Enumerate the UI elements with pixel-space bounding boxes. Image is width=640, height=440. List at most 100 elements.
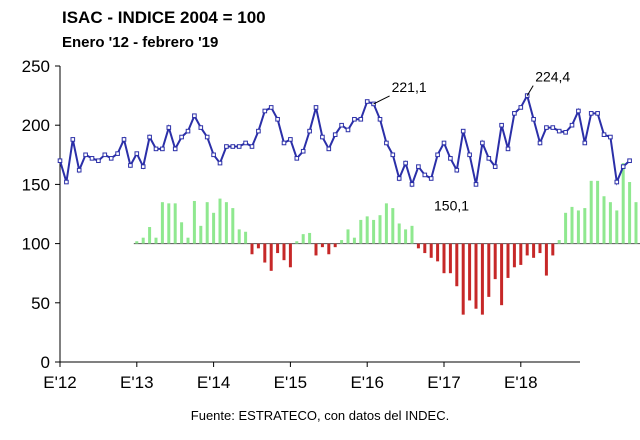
index-point [172,146,178,152]
index-point [448,156,453,161]
index-point [486,156,492,161]
data-label: 221,1 [392,79,427,95]
variation-bar [448,243,452,274]
index-point [531,116,536,122]
variation-bar [404,229,408,244]
index-point [460,128,466,134]
index-point [563,130,568,135]
variation-bar [301,234,305,244]
variation-bar [634,202,638,244]
index-point [524,93,530,98]
variation-bar [212,212,216,244]
index-point [83,152,88,158]
index-point [288,137,293,142]
index-point [179,134,184,140]
variation-bar [493,243,497,280]
variation-bar [192,200,196,244]
variation-bar [167,203,171,244]
variation-bar [570,206,574,244]
variation-bar [596,180,600,244]
index-point [614,179,620,185]
index-point [134,151,140,156]
x-tick-label: E'13 [120,373,154,392]
variation-bar [308,232,312,244]
index-point [409,182,415,187]
index-point [211,152,216,158]
variation-bar [135,241,139,244]
variation-bar [320,243,324,248]
data-label: 224,4 [535,69,570,85]
index-point [128,163,133,168]
index-point [467,152,472,158]
index-point [115,151,120,156]
variation-bar [576,210,580,244]
variation-bar [525,243,529,256]
x-tick-label: E'16 [350,373,384,392]
variation-bar [141,237,145,244]
variation-bar [276,243,280,254]
variation-bar [154,237,158,244]
variation-bar [416,243,420,249]
variation-bar [180,222,184,244]
variation-bar [237,229,241,244]
index-point [262,108,268,114]
index-point [198,125,204,130]
index-point [313,105,319,110]
index-point [281,140,287,146]
index-point [601,132,607,137]
index-point [473,182,479,187]
variation-bar [500,243,504,306]
variation-bar [378,215,382,244]
index-point [512,111,517,116]
variation-bar [621,163,625,244]
index-point [371,101,376,107]
variation-bar [589,180,593,244]
y-tick-label: 200 [22,116,50,135]
index-point [390,152,396,158]
variation-bar [602,196,606,244]
variation-bar [256,243,260,249]
variation-bar [218,198,222,244]
x-tick-label: E'15 [274,373,308,392]
index-line [59,92,631,188]
variation-bar [538,243,542,254]
index-point [160,146,165,152]
index-point [243,140,248,146]
variation-bar [532,243,536,258]
index-point [396,176,402,181]
variation-bar [461,243,465,315]
index-point [147,134,152,140]
variation-bar [436,243,440,262]
index-point [499,122,504,128]
y-tick-label: 150 [22,175,50,194]
index-point [320,134,325,140]
data-label-leader [526,85,534,96]
index-point [505,146,511,152]
variation-bar [244,231,248,244]
index-point [480,140,485,146]
index-point [428,176,434,181]
x-tick-label: E'18 [504,373,538,392]
variation-bar [205,202,209,244]
variation-bar [231,208,235,244]
index-point [300,148,306,154]
index-point [307,128,312,134]
chart-title: ISAC - INDICE 2004 = 100 [62,8,266,27]
variation-bar [333,243,337,248]
variation-bar [372,219,376,244]
variation-bar [468,243,472,301]
variation-bar [506,243,510,278]
variation-bar [263,243,267,263]
variation-bar [282,243,286,261]
index-point [294,156,300,161]
variation-bar [583,208,587,244]
index-point [518,105,524,110]
x-tick-label: E'12 [43,373,77,392]
variation-bar [564,212,568,244]
data-label: 150,1 [434,197,469,213]
index-point [121,137,127,142]
index-point [185,128,191,134]
index-point [230,144,236,149]
index-point [537,140,543,146]
